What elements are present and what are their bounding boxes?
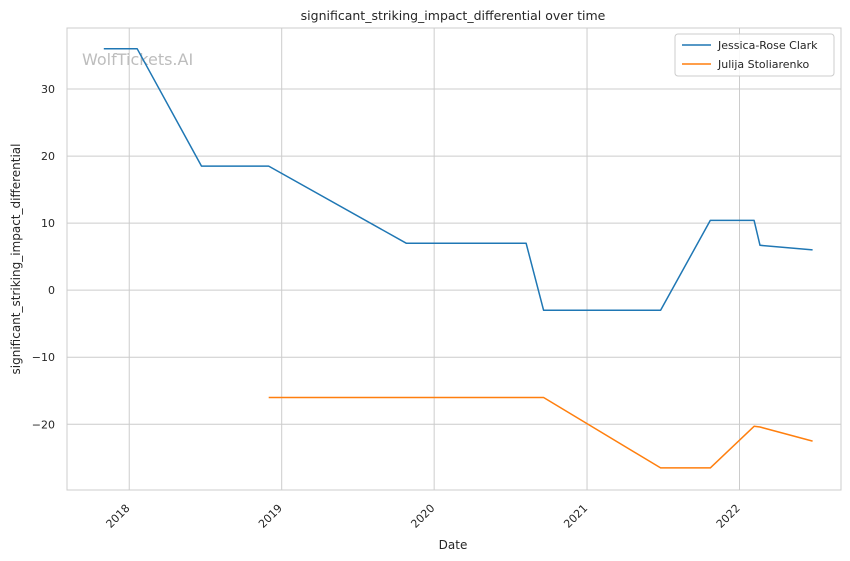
grid — [67, 28, 841, 490]
legend-label: Jessica-Rose Clark — [717, 39, 818, 52]
x-axis-label: Date — [439, 538, 468, 552]
legend: Jessica-Rose Clark Julija Stoliarenko — [674, 33, 835, 77]
y-axis-label: significant_striking_impact_differential — [9, 144, 23, 375]
y-tick-label: 30 — [41, 83, 55, 96]
y-tick-label: −10 — [32, 351, 55, 364]
series-line — [103, 48, 813, 312]
plot-area — [66, 27, 842, 491]
y-tick-label: 0 — [48, 284, 55, 297]
y-tick-labels: −20 −10 0 10 20 30 — [32, 83, 55, 431]
y-tick-label: 10 — [41, 217, 55, 230]
y-tick-label: 20 — [41, 150, 55, 163]
legend-label: Julija Stoliarenko — [717, 58, 809, 71]
chart-title: significant_striking_impact_differential… — [301, 8, 606, 23]
series-line — [268, 396, 813, 469]
watermark: WolfTickets.AI — [82, 50, 193, 69]
legend-box — [674, 33, 835, 77]
y-tick-label: −20 — [32, 418, 55, 431]
series-lines — [103, 48, 813, 469]
